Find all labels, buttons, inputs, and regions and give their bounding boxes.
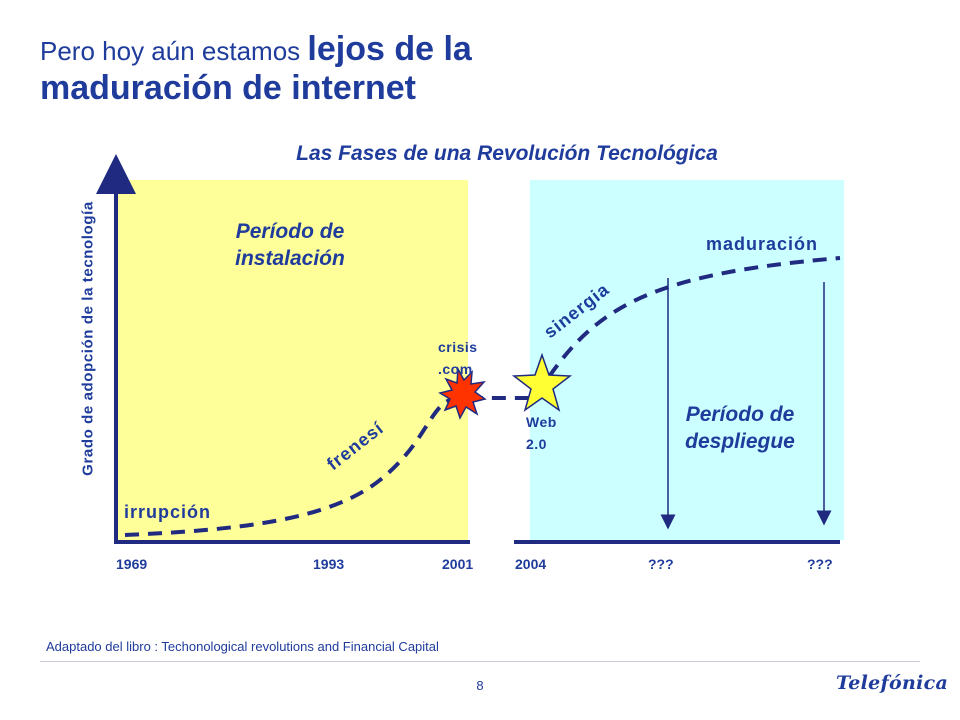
diagram-subtitle: Las Fases de una Revolución Tecnológica xyxy=(296,142,718,165)
installation-label-line2: instalación xyxy=(235,247,345,271)
x-tick-unknown-1: ??? xyxy=(648,556,674,572)
crisis-label: crisis .com xyxy=(438,336,478,380)
x-tick-2001: 2001 xyxy=(442,556,474,572)
slide-title: Pero hoy aún estamos lejos de la madurac… xyxy=(40,30,920,108)
installation-period-label: Período de instalación xyxy=(190,218,390,273)
deployment-period-area xyxy=(530,180,844,540)
title-part-3: maduración de internet xyxy=(40,69,416,108)
web20-label-line2: 2.0 xyxy=(526,436,547,452)
source-footnote: Adaptado del libro : Techonological revo… xyxy=(46,639,439,654)
telefonica-logo: Telefónica xyxy=(836,672,949,694)
phase-label-maduracion: maduración xyxy=(706,234,819,254)
installation-label-line1: Período de xyxy=(235,220,345,243)
web20-star-icon xyxy=(511,352,573,412)
deployment-label-line1: Período de xyxy=(685,403,795,426)
crisis-label-line1: crisis xyxy=(438,339,478,355)
installation-period-area xyxy=(118,180,468,540)
web20-label-line1: Web xyxy=(526,414,557,430)
page-number: 8 xyxy=(476,678,484,693)
title-part-1: Pero hoy aún estamos xyxy=(40,36,308,66)
deployment-label-line2: despliegue xyxy=(685,430,795,454)
crisis-label-line2: .com xyxy=(438,361,473,377)
x-tick-unknown-2: ??? xyxy=(807,556,833,572)
x-tick-1969: 1969 xyxy=(116,556,148,572)
y-axis-label: Grado de adopción de la tecnología xyxy=(79,201,97,476)
crisis-explosion-icon xyxy=(438,366,487,420)
deployment-period-label: Período de despliegue xyxy=(640,401,840,456)
x-tick-1993: 1993 xyxy=(313,556,345,572)
x-tick-2004: 2004 xyxy=(515,556,547,572)
title-part-2: lejos de la xyxy=(307,30,472,68)
adoption-curve xyxy=(124,256,841,537)
phase-label-irrupcion: irrupción xyxy=(124,502,212,522)
footer-divider xyxy=(40,661,920,662)
web20-label: Web 2.0 xyxy=(526,411,557,455)
